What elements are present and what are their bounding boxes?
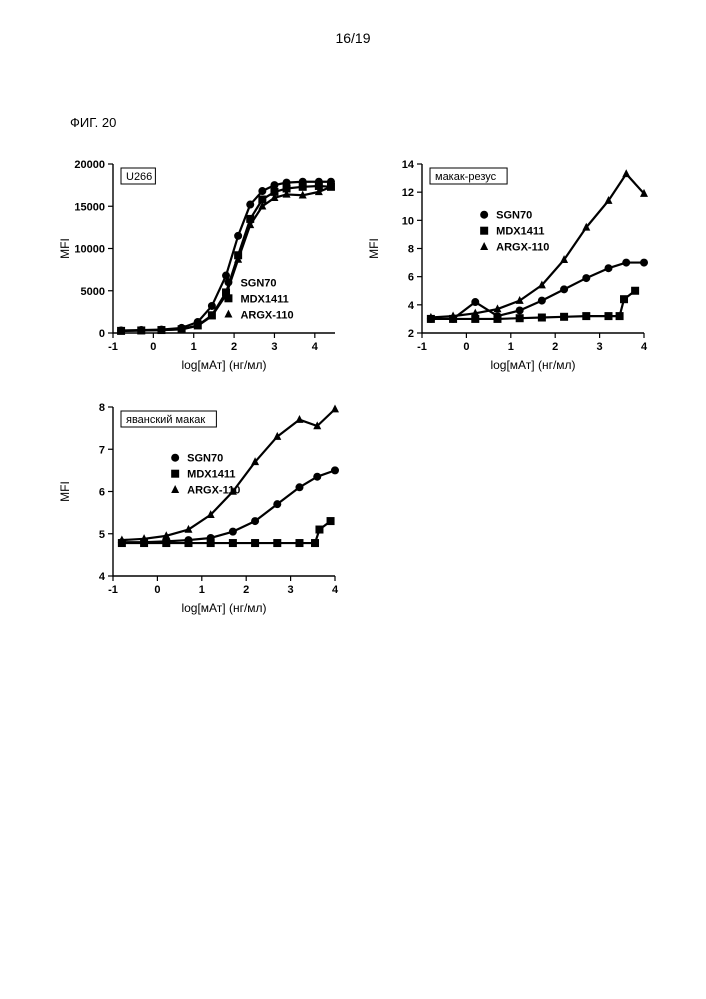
svg-text:6: 6: [99, 487, 105, 499]
svg-text:10: 10: [402, 215, 414, 227]
svg-text:0: 0: [154, 584, 160, 596]
svg-text:1: 1: [191, 341, 197, 353]
svg-text:15000: 15000: [74, 201, 105, 213]
series-line-sgn70: [121, 182, 331, 331]
svg-text:4: 4: [408, 300, 415, 312]
svg-text:4: 4: [641, 341, 648, 353]
svg-text:ARGX-110: ARGX-110: [187, 485, 240, 497]
svg-text:2: 2: [243, 584, 249, 596]
svg-text:SGN70: SGN70: [187, 453, 223, 465]
svg-text:6: 6: [408, 272, 414, 284]
svg-text:-1: -1: [108, 341, 118, 353]
y-axis-label: MFI: [367, 238, 381, 259]
svg-text:20000: 20000: [74, 159, 105, 171]
svg-text:8: 8: [99, 402, 105, 414]
svg-text:4: 4: [312, 341, 319, 353]
panel-title: макак-резус: [430, 168, 507, 184]
svg-text:1: 1: [199, 584, 205, 596]
x-axis-label: log[мАт] (нг/мл): [181, 601, 266, 615]
svg-text:12: 12: [402, 187, 414, 199]
legend: SGN70 MDX1411 ARGX-110: [224, 277, 293, 321]
svg-text:макак-резус: макак-резус: [435, 171, 497, 183]
panel-title: U266: [121, 168, 155, 184]
svg-text:5000: 5000: [81, 286, 105, 298]
svg-text:5: 5: [99, 529, 105, 541]
panel-title: яванский макак: [121, 411, 216, 427]
svg-text:7: 7: [99, 444, 105, 456]
figure-label: ФИГ. 20: [70, 115, 116, 130]
svg-text:8: 8: [408, 244, 414, 256]
legend: SGN70 MDX1411 ARGX-110: [171, 453, 240, 497]
legend: SGN70 MDX1411 ARGX-110: [480, 210, 549, 254]
svg-text:U266: U266: [126, 171, 152, 183]
panel-cyno: 4 5 6 7 8 -1 0 1 2 3 4 log[мАт] (нг/мл) MFI яванский …: [55, 393, 346, 618]
svg-text:4: 4: [99, 571, 106, 583]
page-number: 16/19: [0, 30, 706, 46]
panel-rhesus: 2468101214-101234log[мАт] (нг/мл)MFIмака…: [364, 150, 655, 375]
panel-empty: [364, 393, 655, 618]
series-line-mdx1411: [121, 186, 331, 331]
y-axis-label: MFI: [58, 238, 72, 259]
page: { "page_number_text": "16/19", "figure_l…: [0, 0, 706, 999]
series-line-sgn70: [431, 263, 644, 319]
svg-text:-1: -1: [108, 584, 118, 596]
svg-text:MDX1411: MDX1411: [496, 226, 544, 238]
svg-text:1: 1: [508, 341, 514, 353]
svg-text:SGN70: SGN70: [496, 210, 532, 222]
svg-text:MDX1411: MDX1411: [240, 293, 288, 305]
svg-text:3: 3: [597, 341, 603, 353]
panel-grid: 05000100001500020000-101234log[мАт] (нг/…: [55, 150, 655, 618]
svg-text:ARGX-110: ARGX-110: [496, 242, 549, 254]
svg-text:2: 2: [552, 341, 558, 353]
svg-text:14: 14: [402, 159, 415, 171]
series-line-argx110: [121, 187, 331, 331]
svg-text:2: 2: [408, 328, 414, 340]
svg-text:-1: -1: [417, 341, 427, 353]
svg-text:2: 2: [231, 341, 237, 353]
svg-text:яванский макак: яванский макак: [126, 414, 205, 426]
x-axis-label: log[мАт] (нг/мл): [181, 358, 266, 372]
svg-text:SGN70: SGN70: [240, 277, 276, 289]
x-axis-label: log[мАт] (нг/мл): [490, 358, 575, 372]
svg-text:0: 0: [99, 328, 105, 340]
svg-text:10000: 10000: [74, 244, 105, 256]
svg-text:MDX1411: MDX1411: [187, 469, 235, 481]
svg-text:0: 0: [463, 341, 469, 353]
svg-text:0: 0: [150, 341, 156, 353]
y-axis-label: MFI: [58, 481, 72, 502]
svg-text:3: 3: [271, 341, 277, 353]
panel-u266: 05000100001500020000-101234log[мАт] (нг/…: [55, 150, 346, 375]
svg-text:ARGX-110: ARGX-110: [240, 309, 293, 321]
series-line-sgn70: [122, 470, 335, 542]
svg-text:4: 4: [332, 584, 339, 596]
svg-text:3: 3: [288, 584, 294, 596]
